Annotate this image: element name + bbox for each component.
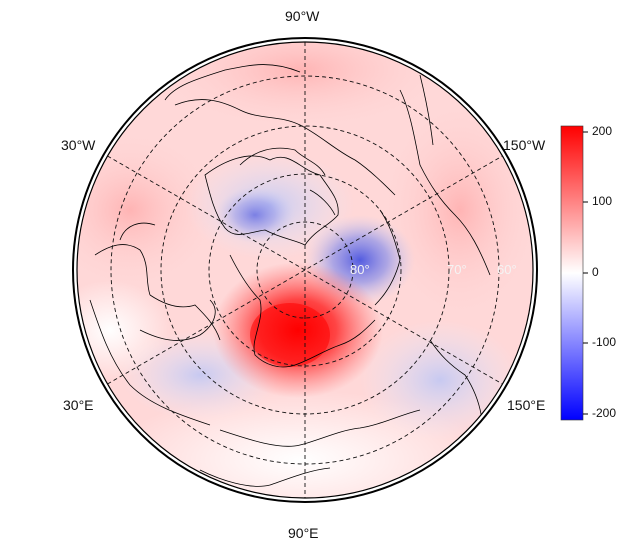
lon-label-30e: 30°E: [63, 397, 94, 413]
lon-label-90w: 90°W: [285, 8, 320, 24]
lon-label-150e: 150°E: [507, 397, 546, 413]
lat-label-80: 80°: [350, 262, 370, 277]
lon-label-30w: 30°W: [61, 137, 96, 153]
lat-label-60: 60°: [497, 262, 517, 277]
map-frame: [72, 37, 538, 503]
colorbar: [560, 125, 584, 421]
colorbar-label-200: 200: [592, 124, 613, 138]
colorbar-label-100: 100: [592, 194, 613, 208]
lon-label-90e: 90°E: [288, 525, 319, 541]
map-border: [76, 41, 534, 499]
lat-label-70: 70°: [447, 262, 467, 277]
colorbar-label-0: 0: [592, 265, 599, 279]
graticule: [107, 42, 503, 498]
anomaly-field: [77, 42, 533, 498]
coastlines: [89, 64, 491, 487]
colorbar-label-neg100: -100: [592, 335, 617, 349]
colorbar-label-neg200: -200: [592, 406, 617, 420]
lon-label-150w: 150°W: [503, 137, 546, 153]
colorbar-ticks: [583, 131, 588, 415]
